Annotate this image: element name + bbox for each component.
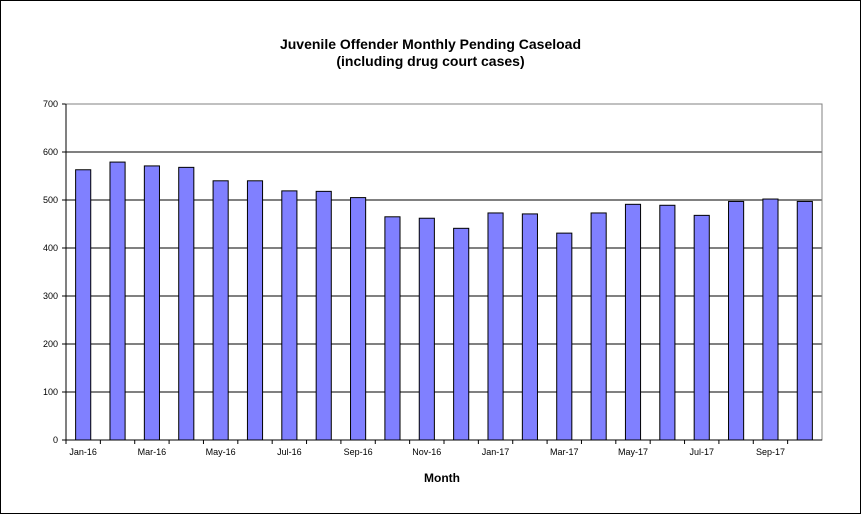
bar xyxy=(315,190,332,441)
bar xyxy=(178,166,195,441)
bar xyxy=(384,216,401,441)
bar xyxy=(212,180,229,441)
x-tick-label: Nov-16 xyxy=(412,447,441,457)
x-axis-label: Month xyxy=(424,471,460,485)
bar xyxy=(693,214,710,441)
x-tick-label: Jan-17 xyxy=(482,447,510,457)
y-tick-label: 600 xyxy=(43,147,58,157)
bar xyxy=(246,180,264,441)
x-tick-label: Mar-16 xyxy=(138,447,167,457)
bar xyxy=(109,161,126,441)
bar xyxy=(143,165,160,441)
y-tick-label: 100 xyxy=(43,387,58,397)
y-tick-label: 400 xyxy=(43,243,58,253)
bar xyxy=(796,200,813,441)
bar xyxy=(281,190,298,441)
bar xyxy=(418,217,435,441)
chart-title: Juvenile Offender Monthly Pending Caselo… xyxy=(279,36,582,52)
x-tick-label: Mar-17 xyxy=(550,447,579,457)
y-tick-label: 0 xyxy=(53,435,58,445)
bar xyxy=(556,232,573,441)
y-tick-label: 300 xyxy=(43,291,58,301)
bar xyxy=(624,203,642,441)
x-tick-label: Sep-17 xyxy=(756,447,785,457)
bar xyxy=(590,212,607,441)
x-tick-label: May-17 xyxy=(618,447,648,457)
x-tick-label: May-16 xyxy=(206,447,236,457)
chart-subtitle: (including drug court cases) xyxy=(336,53,525,69)
bar xyxy=(350,197,367,441)
x-tick-label: Jul-16 xyxy=(277,447,302,457)
bar xyxy=(487,212,504,441)
bar xyxy=(75,169,92,441)
y-tick-labels: 0 100 200 300 400 500 600 700 xyxy=(43,99,58,445)
y-tick-label: 700 xyxy=(43,99,58,109)
x-tick-label: Jul-17 xyxy=(689,447,714,457)
y-tick-label: 200 xyxy=(43,339,58,349)
x-tick-label: Sep-16 xyxy=(344,447,373,457)
x-tick-label: Jan-16 xyxy=(69,447,97,457)
x-tick-labels: Jan-16 Mar-16 May-16 Jul-16 Sep-16 Nov-16 Jan-… xyxy=(69,447,785,457)
bar xyxy=(521,213,538,441)
axes xyxy=(65,103,823,444)
y-tick-label: 500 xyxy=(43,195,58,205)
bar xyxy=(453,227,470,441)
bar xyxy=(762,198,779,441)
bar xyxy=(728,200,745,441)
bars xyxy=(75,161,813,441)
bar xyxy=(659,204,676,441)
